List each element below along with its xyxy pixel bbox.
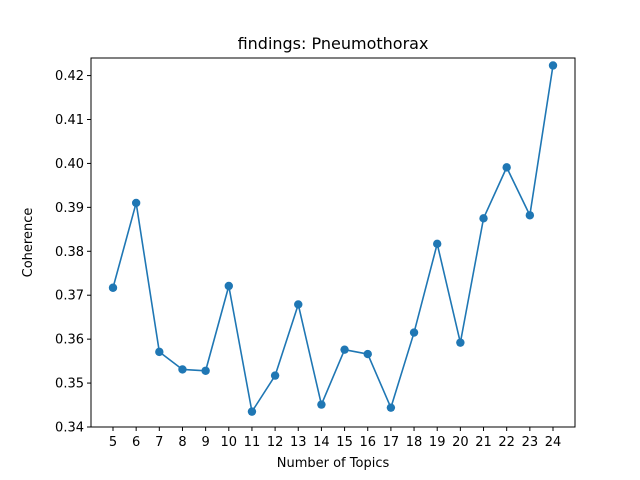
y-tick-label: 0.40: [55, 157, 84, 172]
y-tick-label: 0.34: [55, 421, 84, 436]
data-point: [201, 366, 210, 375]
x-tick-label: 24: [545, 435, 562, 450]
x-tick-label: 17: [383, 435, 400, 450]
y-axis-ticks: 0.34 0.35 0.36 0.37 0.38 0.39 0.40 0.41 0.42: [55, 69, 91, 436]
y-tick-label: 0.39: [55, 201, 84, 216]
data-point: [433, 239, 442, 249]
data-point: [548, 61, 558, 70]
y-tick-label: 0.38: [55, 245, 84, 260]
data-point: [224, 281, 233, 291]
data-point: [409, 328, 419, 337]
data-point: [479, 214, 488, 223]
data-point: [108, 283, 118, 292]
data-point: [294, 300, 303, 309]
data-point: [247, 407, 257, 416]
x-axis-label: Number of Topics: [277, 456, 390, 471]
x-tick-label: 15: [336, 435, 353, 450]
x-axis-ticks: 5 6 7 8 9 10 11 12 13 14 15 16 17 18 19 20 21 22 23 24: [109, 427, 561, 450]
y-tick-label: 0.36: [55, 333, 84, 348]
x-tick-label: 14: [313, 435, 330, 450]
x-tick-label: 19: [429, 435, 446, 450]
x-tick-label: 23: [522, 435, 539, 450]
x-tick-label: 7: [155, 435, 163, 450]
y-axis-label: Coherence: [21, 208, 36, 278]
x-tick-label: 22: [498, 435, 515, 450]
x-tick-label: 12: [267, 435, 284, 450]
y-tick-label: 0.42: [55, 69, 84, 84]
x-tick-label: 18: [406, 435, 423, 450]
data-point: [386, 403, 396, 412]
x-tick-label: 13: [290, 435, 307, 450]
x-tick-label: 20: [452, 435, 469, 450]
data-point: [317, 400, 326, 409]
x-tick-label: 10: [221, 435, 238, 450]
y-tick-label: 0.35: [55, 377, 84, 392]
x-tick-label: 21: [475, 435, 492, 450]
data-point: [178, 365, 187, 374]
data-point: [502, 163, 511, 172]
data-point: [270, 371, 280, 380]
axes-frame: [90, 57, 576, 428]
data-point: [363, 349, 372, 359]
plot-area: [108, 61, 558, 416]
chart-title: findings: Pneumothorax: [238, 34, 429, 53]
data-point: [131, 198, 141, 208]
x-tick-label: 11: [244, 435, 261, 450]
x-tick-label: 6: [132, 435, 140, 450]
x-tick-label: 8: [178, 435, 186, 450]
x-tick-label: 9: [201, 435, 209, 450]
data-point: [456, 338, 465, 347]
y-tick-label: 0.41: [55, 113, 84, 128]
x-tick-label: 5: [109, 435, 117, 450]
data-point: [340, 345, 349, 354]
data-point: [525, 211, 535, 220]
data-point: [155, 347, 164, 357]
x-tick-label: 16: [359, 435, 376, 450]
y-tick-label: 0.37: [55, 289, 84, 304]
